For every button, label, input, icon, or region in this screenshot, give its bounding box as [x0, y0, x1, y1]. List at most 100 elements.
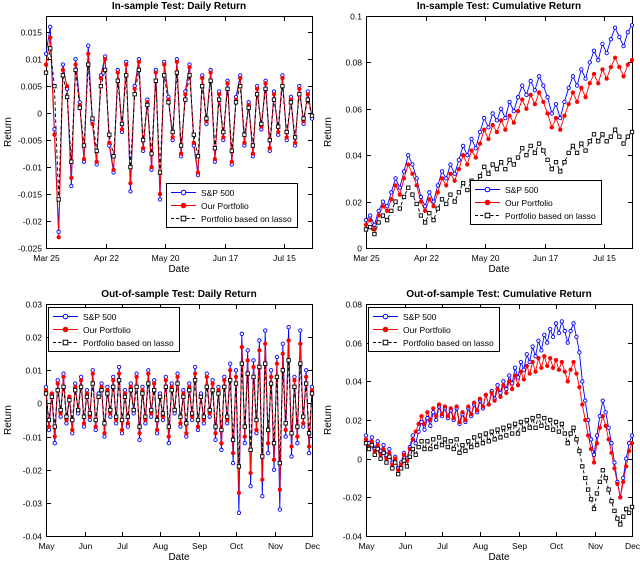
axes-box: [46, 304, 313, 537]
x-tick-label: May: [358, 541, 375, 551]
x-tick-label: May 20: [472, 253, 500, 263]
y-tick-label: 0.04: [345, 377, 362, 387]
y-tick-label: 0.02: [345, 198, 362, 208]
y-tick-label: 0.02: [345, 416, 362, 426]
x-tick-label: Apr 22: [94, 253, 119, 263]
legend-sample: [373, 313, 398, 320]
legend-label: Portfolio based on lasso: [505, 210, 596, 221]
y-tick-label: 0.005: [21, 82, 43, 92]
legend-sample: [373, 339, 398, 346]
x-axis-label: Date: [168, 264, 190, 275]
plot-area: -0.04 -0.02 0 0.02 0.04 0.06 0.08 May Jun Jul Aug S…: [343, 300, 640, 552]
legend-label: Portfolio based on lasso: [403, 337, 494, 348]
x-tick-label: Aug: [153, 541, 168, 551]
x-tick-label: May 20: [152, 253, 180, 263]
legend-label: Portfolio based on lasso: [201, 213, 292, 224]
y-tick-label: 0.1: [350, 12, 362, 22]
legend-sample: [475, 199, 500, 206]
y-tick-label: 0.03: [25, 300, 42, 310]
legend-item: Portfolio based on lasso: [474, 209, 596, 222]
x-tick-label: Oct: [230, 541, 244, 551]
y-tick-label: -0.015: [18, 190, 42, 200]
legend-sample: [53, 313, 78, 320]
panel-out-of-sample-cumulative: Out-of-sample Test: Cumulative Return Re…: [320, 288, 640, 576]
chart-title: Out-of-sample Test: Cumulative Return: [406, 289, 592, 300]
y-tick-label: -0.01: [23, 433, 43, 443]
y-tick-label: 0: [37, 109, 42, 119]
series-line-1: [365, 56, 633, 231]
x-tick-label: Nov: [588, 541, 604, 551]
x-tick-label: Jul: [117, 541, 128, 551]
x-tick-label: Mar 25: [33, 253, 60, 263]
legend-item: Our Portfolio: [474, 196, 596, 209]
y-tick-label: 0.015: [21, 28, 43, 38]
x-tick-label: Jun: [79, 541, 93, 551]
series-line-2: [365, 128, 633, 236]
y-tick-label: -0.04: [23, 532, 43, 542]
chart-title: In-sample Test: Cumulative Return: [416, 1, 582, 12]
legend-item: Our Portfolio: [52, 323, 174, 336]
x-tick-label: Sep: [192, 541, 207, 551]
legend: S&P 500 Our Portfolio Portfolio based on l…: [166, 183, 298, 228]
y-tick-label: 0.04: [345, 151, 362, 161]
x-tick-label: Dec: [305, 541, 320, 551]
x-tick-label: Jul: [437, 541, 448, 551]
y-tick-label: -0.02: [343, 493, 363, 503]
legend-item: Portfolio based on lasso: [52, 336, 174, 349]
legend-label: S&P 500: [505, 184, 539, 195]
legend-sample: [171, 189, 196, 196]
legend-sample: [171, 202, 196, 209]
x-tick-label: Jun: [399, 541, 413, 551]
x-axis-label: Date: [488, 552, 510, 563]
legend-label: Our Portfolio: [83, 324, 131, 335]
y-tick-label: 0.02: [25, 333, 42, 343]
x-tick-label: Aug: [473, 541, 488, 551]
series-line-0: [365, 25, 633, 227]
legend-item: Our Portfolio: [170, 199, 292, 212]
y-tick-label: 0.08: [345, 58, 362, 68]
legend: S&P 500 Our Portfolio Portfolio based on l…: [470, 180, 602, 225]
legend-item: Portfolio based on lasso: [372, 336, 494, 349]
panel-in-sample-daily: In-sample Test: Daily Return Return Date…: [0, 0, 320, 288]
y-tick-label: 0: [357, 455, 362, 465]
legend-label: S&P 500: [201, 187, 235, 198]
legend-label: Portfolio based on lasso: [83, 337, 174, 348]
x-tick-label: Mar 25: [353, 253, 380, 263]
series-line-1: [365, 354, 633, 498]
chart-title: Out-of-sample Test: Daily Return: [101, 289, 257, 300]
y-tick-label: -0.02: [23, 217, 43, 227]
legend-label: S&P 500: [83, 311, 117, 322]
plot-area: -0.04 -0.03 -0.02 -0.01 0 0.01 0.02 0.03 May Jun J…: [23, 300, 320, 552]
y-tick-label: -0.02: [23, 466, 43, 476]
series-line-2: [45, 360, 313, 467]
legend-item: S&P 500: [52, 310, 174, 323]
y-tick-label: -0.03: [23, 499, 43, 509]
panel-out-of-sample-daily: Out-of-sample Test: Daily Return Return …: [0, 288, 320, 576]
plot-area: 0 0.02 0.04 0.06 0.08 0.1 Mar 25 Apr 22 May 20 Ju…: [345, 12, 635, 263]
x-tick-label: Nov: [268, 541, 284, 551]
y-tick-label: -0.005: [18, 136, 42, 146]
panel-in-sample-cumulative: In-sample Test: Cumulative Return Return…: [320, 0, 640, 288]
y-tick-label: 0.01: [25, 366, 42, 376]
x-tick-label: May: [38, 541, 55, 551]
axes-box: [46, 16, 313, 249]
x-tick-label: Jul 15: [273, 253, 296, 263]
legend-item: S&P 500: [372, 310, 494, 323]
y-tick-label: 0: [357, 244, 362, 254]
legend-sample: [373, 326, 398, 333]
x-tick-label: Sep: [512, 541, 527, 551]
legend-sample: [475, 212, 500, 219]
legend-item: S&P 500: [474, 183, 596, 196]
legend-item: S&P 500: [170, 186, 292, 199]
x-axis-label: Date: [168, 552, 190, 563]
y-tick-label: 0: [37, 399, 42, 409]
legend-sample: [53, 326, 78, 333]
x-tick-label: Jun 17: [533, 253, 559, 263]
y-tick-label: 0.06: [345, 339, 362, 349]
legend-sample: [475, 186, 500, 193]
y-tick-label: -0.01: [23, 163, 43, 173]
legend-item: Portfolio based on lasso: [170, 212, 292, 225]
series-line-0: [45, 327, 313, 513]
legend-item: Our Portfolio: [372, 323, 494, 336]
